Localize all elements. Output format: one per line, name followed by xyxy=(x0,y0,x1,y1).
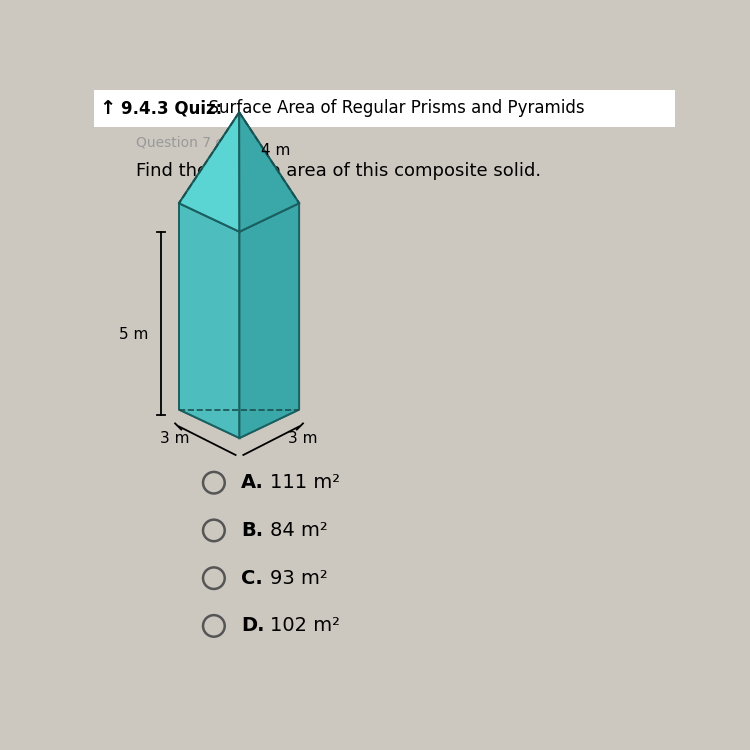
Text: A.: A. xyxy=(241,473,264,492)
Polygon shape xyxy=(179,112,239,232)
Text: Question 7 of 10: Question 7 of 10 xyxy=(136,135,251,149)
Polygon shape xyxy=(239,112,299,232)
Polygon shape xyxy=(179,203,299,232)
Text: 3 m: 3 m xyxy=(160,431,190,446)
Text: 102 m²: 102 m² xyxy=(270,616,340,635)
Text: 5 m: 5 m xyxy=(118,327,148,342)
Text: B.: B. xyxy=(241,521,263,540)
FancyBboxPatch shape xyxy=(94,90,675,127)
Text: 111 m²: 111 m² xyxy=(270,473,340,492)
Polygon shape xyxy=(179,410,299,438)
Polygon shape xyxy=(239,203,299,438)
Polygon shape xyxy=(179,203,239,438)
Text: 9.4.3 Quiz:: 9.4.3 Quiz: xyxy=(121,100,222,118)
Text: Find the surface area of this composite solid.: Find the surface area of this composite … xyxy=(136,162,542,180)
Text: C.: C. xyxy=(241,568,262,588)
Text: ↑: ↑ xyxy=(100,99,116,118)
Text: 84 m²: 84 m² xyxy=(270,521,328,540)
Text: Surface Area of Regular Prisms and Pyramids: Surface Area of Regular Prisms and Pyram… xyxy=(198,100,585,118)
Text: D.: D. xyxy=(241,616,265,635)
Text: 93 m²: 93 m² xyxy=(270,568,328,588)
Text: 3 m: 3 m xyxy=(288,431,318,446)
Polygon shape xyxy=(179,112,299,203)
Text: 4 m: 4 m xyxy=(261,143,290,158)
